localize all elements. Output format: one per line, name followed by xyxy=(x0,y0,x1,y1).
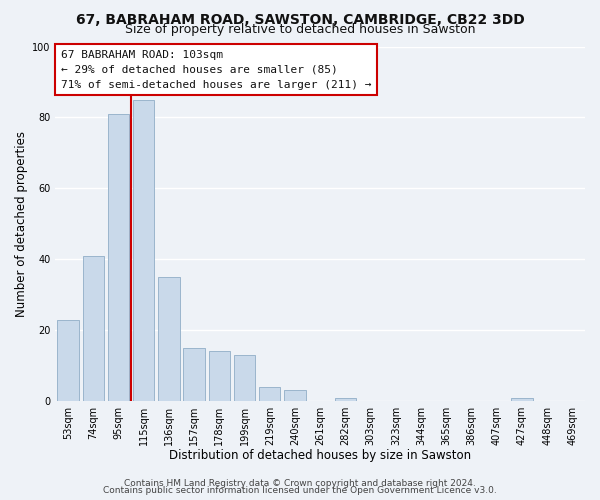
Text: 67, BABRAHAM ROAD, SAWSTON, CAMBRIDGE, CB22 3DD: 67, BABRAHAM ROAD, SAWSTON, CAMBRIDGE, C… xyxy=(76,12,524,26)
Bar xyxy=(158,277,179,401)
Bar xyxy=(57,320,79,401)
Text: Contains HM Land Registry data © Crown copyright and database right 2024.: Contains HM Land Registry data © Crown c… xyxy=(124,478,476,488)
X-axis label: Distribution of detached houses by size in Sawston: Distribution of detached houses by size … xyxy=(169,450,471,462)
Text: Size of property relative to detached houses in Sawston: Size of property relative to detached ho… xyxy=(125,22,475,36)
Bar xyxy=(209,352,230,401)
Bar xyxy=(234,355,255,401)
Text: 67 BABRAHAM ROAD: 103sqm
← 29% of detached houses are smaller (85)
71% of semi-d: 67 BABRAHAM ROAD: 103sqm ← 29% of detach… xyxy=(61,50,371,90)
Bar xyxy=(133,100,154,401)
Y-axis label: Number of detached properties: Number of detached properties xyxy=(15,131,28,317)
Bar xyxy=(284,390,306,401)
Bar xyxy=(83,256,104,401)
Bar xyxy=(108,114,129,401)
Text: Contains public sector information licensed under the Open Government Licence v3: Contains public sector information licen… xyxy=(103,486,497,495)
Bar xyxy=(511,398,533,401)
Bar xyxy=(335,398,356,401)
Bar xyxy=(259,387,280,401)
Bar xyxy=(184,348,205,401)
